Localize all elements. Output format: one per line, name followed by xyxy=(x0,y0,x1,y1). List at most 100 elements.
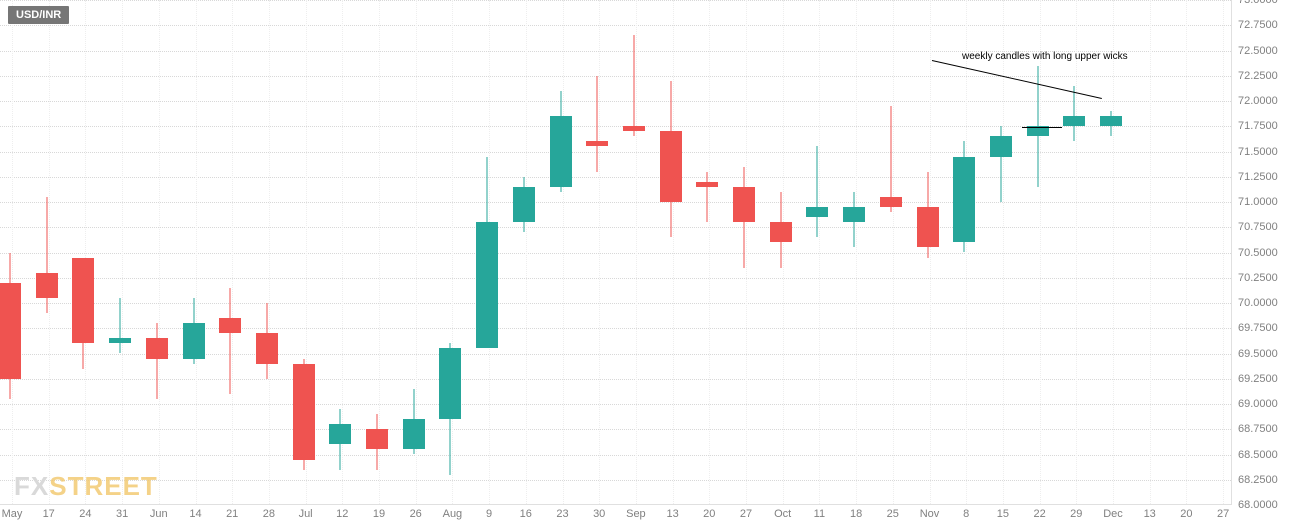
gridline-horizontal xyxy=(0,101,1231,103)
candle-body[interactable] xyxy=(770,222,792,242)
gridline-vertical xyxy=(85,0,87,504)
y-axis-label: 71.2500 xyxy=(1238,171,1278,183)
x-axis-label: 30 xyxy=(593,508,605,520)
gridline-vertical xyxy=(893,0,895,504)
y-axis-label: 70.0000 xyxy=(1238,297,1278,309)
candle-body[interactable] xyxy=(0,283,21,379)
x-axis-label: 11 xyxy=(814,508,825,520)
x-axis-label: 24 xyxy=(79,508,91,520)
gridline-vertical xyxy=(819,0,821,504)
candle-wick xyxy=(597,76,598,172)
candle-body[interactable] xyxy=(623,126,645,131)
candle-body[interactable] xyxy=(550,116,572,187)
candle-body[interactable] xyxy=(329,424,351,444)
gridline-horizontal xyxy=(0,429,1231,431)
gridline-horizontal xyxy=(0,227,1231,229)
x-axis-label: Jul xyxy=(299,508,313,520)
x-axis-label: 25 xyxy=(887,508,899,520)
x-axis-label: 14 xyxy=(189,508,201,520)
candle-wick xyxy=(633,35,634,136)
candle-body[interactable] xyxy=(1063,116,1085,126)
gridline-vertical xyxy=(526,0,528,504)
x-axis-label: 19 xyxy=(373,508,385,520)
gridline-vertical xyxy=(1113,0,1115,504)
x-axis-label: 26 xyxy=(410,508,422,520)
gridline-vertical xyxy=(856,0,858,504)
gridline-horizontal xyxy=(0,177,1231,179)
gridline-horizontal xyxy=(0,152,1231,154)
gridline-vertical xyxy=(746,0,748,504)
y-axis-label: 69.7500 xyxy=(1238,322,1278,334)
y-axis-label: 73.0000 xyxy=(1238,0,1278,6)
y-axis-label: 71.5000 xyxy=(1238,146,1278,158)
candle-body[interactable] xyxy=(72,258,94,344)
candle-body[interactable] xyxy=(293,364,315,460)
candle-body[interactable] xyxy=(219,318,241,333)
gridline-horizontal xyxy=(0,303,1231,305)
x-axis-label: Dec xyxy=(1103,508,1123,520)
x-axis-label: 27 xyxy=(1217,508,1229,520)
gridline-vertical xyxy=(966,0,968,504)
candle-body[interactable] xyxy=(1100,116,1122,126)
candle-body[interactable] xyxy=(439,348,461,419)
x-axis-label: 13 xyxy=(1144,508,1156,520)
chart-container: USD/INR FXSTREET weekly candles with lon… xyxy=(0,0,1299,530)
candlestick-plot[interactable] xyxy=(0,0,1232,505)
candle-body[interactable] xyxy=(696,182,718,187)
candle-body[interactable] xyxy=(256,333,278,363)
candle-body[interactable] xyxy=(917,207,939,247)
x-axis-label: 20 xyxy=(1180,508,1192,520)
x-axis-label: 22 xyxy=(1033,508,1045,520)
y-axis-label: 68.5000 xyxy=(1238,449,1278,461)
gridline-vertical xyxy=(1040,0,1042,504)
candle-body[interactable] xyxy=(733,187,755,222)
candle-body[interactable] xyxy=(36,273,58,298)
gridline-vertical xyxy=(673,0,675,504)
candle-body[interactable] xyxy=(476,222,498,348)
ticker-badge[interactable]: USD/INR xyxy=(8,6,69,24)
candle-body[interactable] xyxy=(843,207,865,222)
candle-body[interactable] xyxy=(586,141,608,146)
x-axis-label: 27 xyxy=(740,508,752,520)
candle-body[interactable] xyxy=(660,131,682,202)
candle-body[interactable] xyxy=(366,429,388,449)
candle-body[interactable] xyxy=(403,419,425,449)
candle-body[interactable] xyxy=(513,187,535,222)
y-axis-label: 69.0000 xyxy=(1238,398,1278,410)
candle-body[interactable] xyxy=(880,197,902,207)
candle-wick xyxy=(156,323,157,399)
y-axis-label: 69.5000 xyxy=(1238,348,1278,360)
gridline-vertical xyxy=(1223,0,1225,504)
x-axis-label: Oct xyxy=(774,508,791,520)
candle-body[interactable] xyxy=(953,157,975,243)
candle-wick xyxy=(120,298,121,354)
candle-body[interactable] xyxy=(183,323,205,358)
candle-wick xyxy=(707,172,708,223)
x-axis-label: Aug xyxy=(443,508,463,520)
gridline-vertical xyxy=(452,0,454,504)
gridline-vertical xyxy=(930,0,932,504)
gridline-horizontal xyxy=(0,202,1231,204)
x-axis-label: 8 xyxy=(963,508,969,520)
x-axis-label: 29 xyxy=(1070,508,1082,520)
candle-body[interactable] xyxy=(990,136,1012,156)
y-axis-label: 72.7500 xyxy=(1238,19,1278,31)
x-axis-label: May xyxy=(2,508,23,520)
candle-body[interactable] xyxy=(146,338,168,358)
gridline-vertical xyxy=(1186,0,1188,504)
gridline-vertical xyxy=(1076,0,1078,504)
x-axis-label: 12 xyxy=(336,508,348,520)
x-axis-label: 15 xyxy=(997,508,1009,520)
gridline-vertical xyxy=(636,0,638,504)
gridline-horizontal xyxy=(0,278,1231,280)
gridline-vertical xyxy=(159,0,161,504)
gridline-horizontal xyxy=(0,0,1231,2)
y-axis-label: 72.0000 xyxy=(1238,95,1278,107)
gridline-horizontal xyxy=(0,253,1231,255)
y-axis-label: 68.2500 xyxy=(1238,474,1278,486)
gridline-horizontal xyxy=(0,404,1231,406)
candle-body[interactable] xyxy=(806,207,828,217)
gridline-vertical xyxy=(783,0,785,504)
candle-body[interactable] xyxy=(109,338,131,343)
y-axis-label: 71.7500 xyxy=(1238,120,1278,132)
